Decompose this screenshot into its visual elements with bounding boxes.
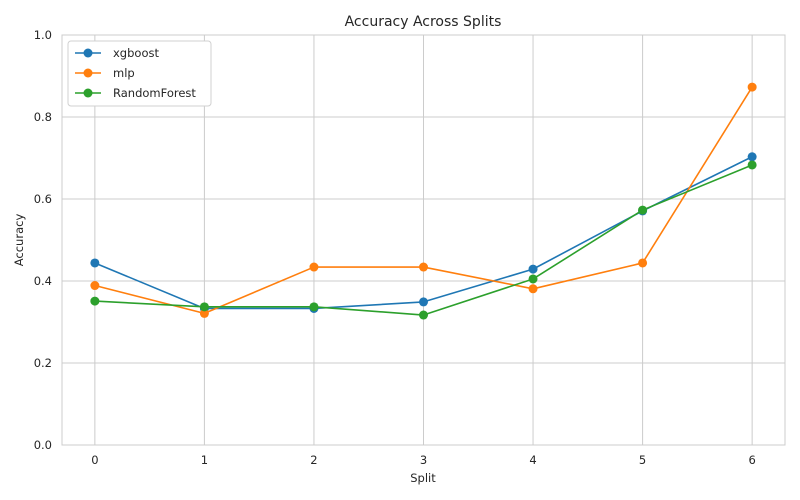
- x-tick-label: 5: [639, 453, 646, 467]
- data-point: [309, 302, 319, 312]
- data-point: [90, 258, 100, 268]
- y-tick-label: 0.2: [34, 356, 52, 370]
- y-tick-label: 1.0: [34, 28, 52, 42]
- data-point: [528, 264, 538, 274]
- data-point: [199, 302, 209, 312]
- series-group: [90, 82, 757, 320]
- legend-label: xgboost: [113, 46, 159, 60]
- legend-marker: [83, 88, 93, 98]
- data-point: [90, 296, 100, 306]
- series-RandomForest: [90, 160, 757, 320]
- data-point: [90, 281, 100, 291]
- plot-area: [61, 34, 786, 446]
- chart-title: Accuracy Across Splits: [345, 14, 502, 30]
- y-tick-label: 0.8: [34, 110, 52, 124]
- x-axis-label: Split: [410, 471, 436, 485]
- data-point: [309, 262, 319, 272]
- x-tick-label: 4: [529, 453, 536, 467]
- legend-marker: [83, 48, 93, 58]
- x-tick-label: 6: [748, 453, 755, 467]
- y-tick-label: 0.4: [34, 274, 52, 288]
- legend-item: xgboost: [75, 46, 159, 60]
- data-point: [638, 205, 648, 215]
- data-point: [747, 82, 757, 92]
- y-tick-label: 0.6: [34, 192, 52, 206]
- y-axis-label: Accuracy: [12, 214, 26, 267]
- data-point: [419, 310, 428, 320]
- x-tick-label: 0: [91, 453, 98, 467]
- series-mlp: [90, 82, 757, 318]
- data-point: [747, 160, 757, 170]
- data-point: [747, 152, 757, 162]
- x-tick-label: 1: [201, 453, 208, 467]
- x-axis-ticks: 0 1 2 3 4 5 6: [91, 453, 756, 467]
- legend-label: mlp: [113, 66, 135, 80]
- x-tick-label: 2: [310, 453, 317, 467]
- y-axis-ticks: 0.0 0.2 0.4 0.6 0.8 1.0: [34, 28, 52, 452]
- data-point: [528, 284, 538, 294]
- data-point: [528, 274, 538, 284]
- legend: xgboost mlp RandomForest: [67, 40, 212, 107]
- legend-box: [67, 40, 212, 107]
- x-tick-label: 3: [420, 453, 427, 467]
- data-point: [419, 297, 428, 307]
- data-point: [199, 308, 209, 318]
- y-tick-label: 0.0: [34, 438, 52, 452]
- legend-marker: [83, 68, 93, 78]
- data-point: [419, 262, 428, 272]
- legend-item: RandomForest: [75, 86, 196, 100]
- data-point: [638, 258, 648, 268]
- legend-label: RandomForest: [113, 86, 196, 100]
- legend-item: mlp: [75, 66, 135, 80]
